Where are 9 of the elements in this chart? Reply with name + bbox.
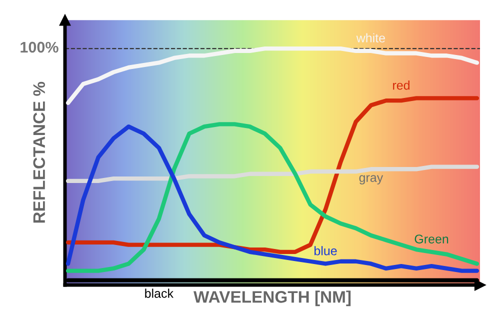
series-label: white — [356, 33, 385, 42]
series-label: red — [393, 80, 410, 90]
ref-line-label: 100% — [20, 42, 58, 53]
y-axis-title: REFLECTANCE % — [33, 82, 46, 223]
series-label: black — [145, 288, 174, 298]
series-label: gray — [359, 175, 384, 184]
series-label: blue — [314, 246, 337, 256]
series-label: Green — [414, 234, 448, 244]
x-axis-title: WAVELENGTH [NM] — [194, 290, 351, 306]
